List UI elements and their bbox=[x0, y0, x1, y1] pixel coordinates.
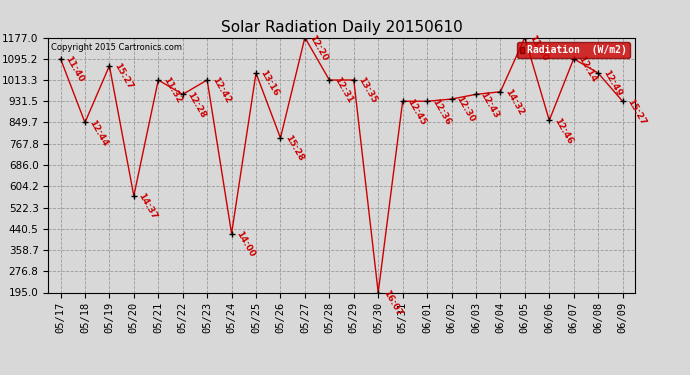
Text: 12:43: 12:43 bbox=[479, 90, 501, 120]
Text: 12:28: 12:28 bbox=[186, 90, 208, 120]
Text: 15:28: 15:28 bbox=[283, 134, 306, 163]
Text: 12:36: 12:36 bbox=[430, 97, 452, 126]
Text: 12:42: 12:42 bbox=[210, 76, 232, 105]
Text: 11:30: 11:30 bbox=[528, 33, 550, 63]
Text: 12:20: 12:20 bbox=[308, 33, 330, 63]
Text: 14:00: 14:00 bbox=[235, 230, 257, 259]
Text: 13:16: 13:16 bbox=[259, 69, 281, 98]
Text: 12:31: 12:31 bbox=[332, 76, 354, 105]
Legend: Radiation  (W/m2): Radiation (W/m2) bbox=[518, 42, 630, 58]
Text: 12:44: 12:44 bbox=[88, 118, 110, 148]
Text: 11:32: 11:32 bbox=[161, 76, 183, 105]
Text: 12:14: 12:14 bbox=[576, 55, 599, 84]
Text: 16:07: 16:07 bbox=[381, 288, 403, 318]
Text: 12:45: 12:45 bbox=[406, 97, 428, 126]
Text: 13:35: 13:35 bbox=[357, 76, 379, 105]
Text: 15:27: 15:27 bbox=[625, 97, 647, 126]
Text: 12:30: 12:30 bbox=[454, 95, 476, 124]
Title: Solar Radiation Daily 20150610: Solar Radiation Daily 20150610 bbox=[221, 20, 462, 35]
Text: 14:37: 14:37 bbox=[137, 192, 159, 221]
Text: 15:27: 15:27 bbox=[112, 62, 135, 91]
Text: 11:40: 11:40 bbox=[63, 55, 86, 84]
Text: Copyright 2015 Cartronics.com: Copyright 2015 Cartronics.com bbox=[51, 43, 182, 52]
Text: 12:49: 12:49 bbox=[601, 69, 623, 98]
Text: 14:32: 14:32 bbox=[503, 88, 525, 117]
Text: 12:46: 12:46 bbox=[552, 116, 574, 146]
